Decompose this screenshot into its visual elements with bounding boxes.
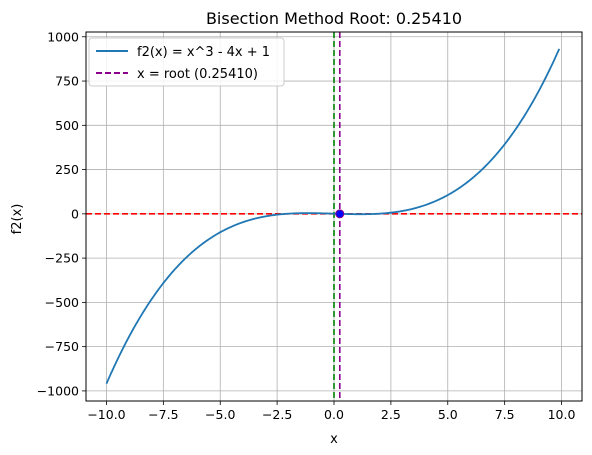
- x-axis-label: x: [330, 432, 338, 447]
- y-tick-label-4: 0: [71, 206, 79, 221]
- y-axis-label: f2(x): [10, 204, 25, 235]
- y-tick-label-0: −1000: [37, 383, 79, 398]
- series-function-line: [105, 48, 561, 385]
- series: [105, 32, 561, 401]
- x-tick-label-0: −10.0: [87, 407, 125, 422]
- x-tick-label-6: 5.0: [438, 407, 458, 422]
- y-tick-label-8: 1000: [47, 29, 79, 44]
- legend-box: [88, 37, 285, 87]
- x-tick-label-8: 10.0: [548, 407, 576, 422]
- y-tick-label-7: 750: [55, 74, 79, 89]
- y-ticks: −1000 −750 −500 −250 0 250 500 750 1000: [37, 29, 86, 398]
- chart-title: Bisection Method Root: 0.25410: [206, 9, 462, 28]
- root-point: [335, 209, 345, 219]
- y-tick-label-3: −250: [45, 251, 79, 266]
- legend-label-root: x = root (0.25410): [137, 67, 258, 82]
- x-tick-label-1: −7.5: [148, 407, 178, 422]
- y-tick-label-6: 500: [55, 118, 79, 133]
- legend: f2(x) = x^3 - 4x + 1 x = root (0.25410): [88, 37, 285, 87]
- x-tick-label-4: 0.0: [324, 407, 344, 422]
- x-tick-label-2: −5.0: [205, 407, 235, 422]
- x-tick-label-3: −2.5: [262, 407, 292, 422]
- x-ticks: −10.0 −7.5 −5.0 −2.5 0.0 2.5 5.0 7.5 10.0: [87, 401, 575, 422]
- x-tick-label-5: 2.5: [381, 407, 401, 422]
- y-tick-label-5: 250: [55, 162, 79, 177]
- legend-label-function: f2(x) = x^3 - 4x + 1: [137, 45, 270, 60]
- y-tick-label-2: −500: [45, 295, 79, 310]
- x-tick-label-7: 7.5: [495, 407, 515, 422]
- y-tick-label-1: −750: [45, 339, 79, 354]
